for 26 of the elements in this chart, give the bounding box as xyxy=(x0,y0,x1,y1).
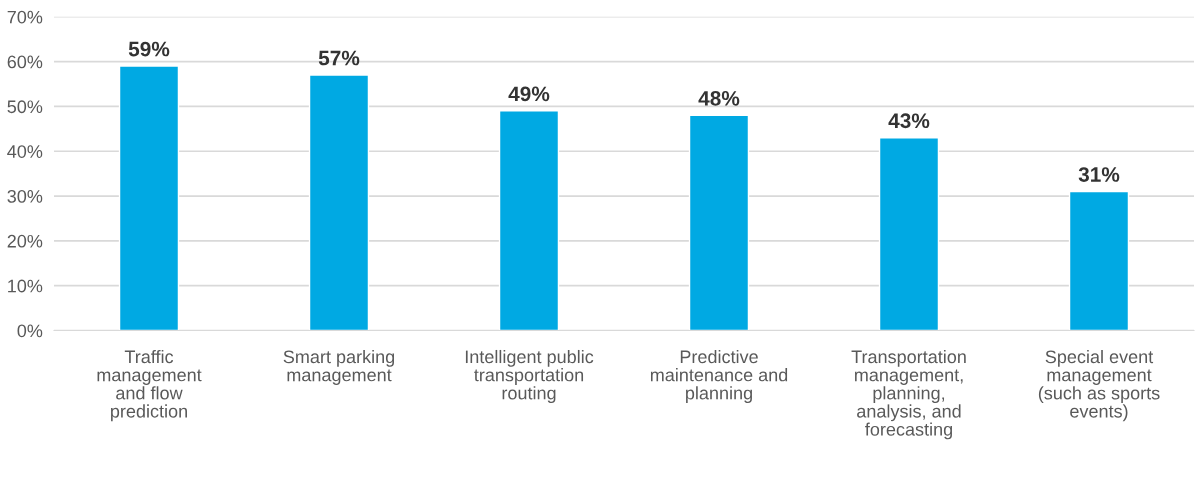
bar xyxy=(308,74,370,331)
data-label: 48% xyxy=(698,90,740,106)
x-tick-label: Special event management (such as sports events) xyxy=(1038,349,1160,422)
y-tick-label: 60% xyxy=(7,55,43,69)
data-label: 57% xyxy=(318,50,360,66)
data-label: 59% xyxy=(128,41,170,57)
data-label: 43% xyxy=(888,113,930,129)
y-tick-label: 20% xyxy=(7,234,43,248)
x-tick-label: Smart parking management xyxy=(283,349,395,385)
bar xyxy=(878,137,940,331)
x-tick-label: Predictive maintenance and planning xyxy=(650,349,788,404)
y-tick-label: 50% xyxy=(7,100,43,114)
x-tick-label: Traffic management and flow prediction xyxy=(97,349,202,422)
y-tick-label: 30% xyxy=(7,189,43,203)
y-tick-label: 40% xyxy=(7,145,43,158)
bar xyxy=(688,114,750,331)
x-tick-label: Intelligent public transportation routing xyxy=(465,349,594,404)
y-tick-label: 70% xyxy=(7,10,43,24)
x-tick-label: Transportation management, planning, analysis, and forecasting xyxy=(851,349,966,440)
data-label: 31% xyxy=(1078,167,1120,182)
y-tick-label: 0% xyxy=(17,324,43,338)
bar xyxy=(1068,190,1130,331)
bar xyxy=(118,65,180,331)
data-label: 49% xyxy=(508,86,550,102)
bar xyxy=(498,110,560,331)
y-tick-label: 10% xyxy=(8,279,43,293)
